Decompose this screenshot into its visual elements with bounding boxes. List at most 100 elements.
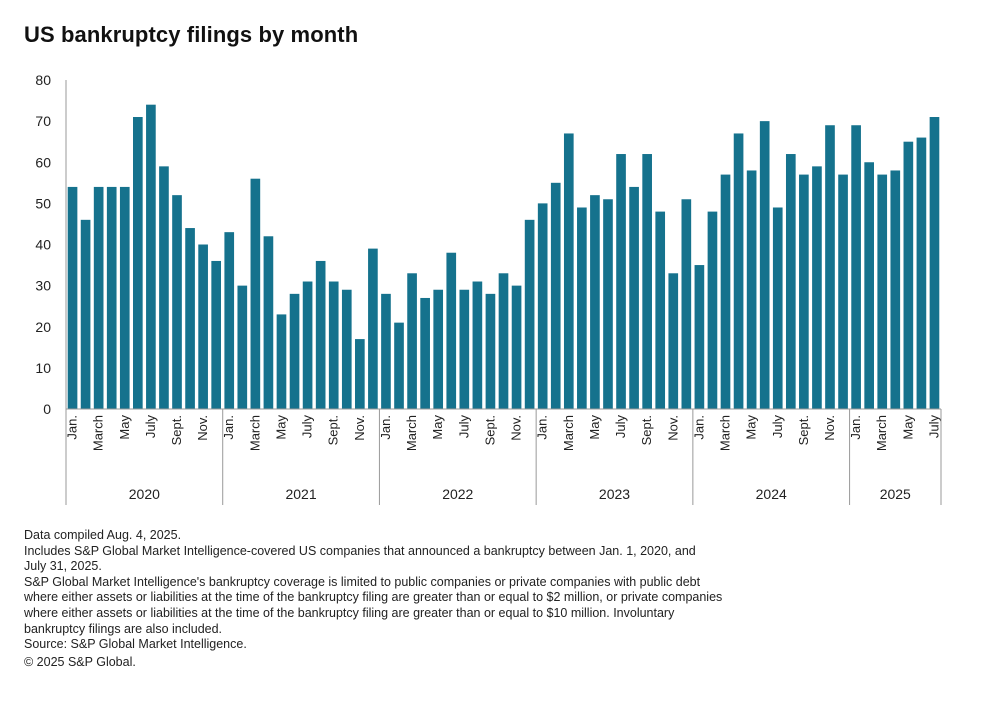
- note-coverage-line-1: S&P Global Market Intelligence's bankrup…: [24, 574, 701, 589]
- month-label: Jan.: [378, 415, 393, 440]
- month-label: July: [926, 415, 941, 439]
- bar-2021-3: [250, 178, 261, 409]
- month-label: Sept.: [482, 415, 497, 445]
- bar-2020-9: [172, 195, 182, 409]
- year-label-2023: 2023: [599, 486, 630, 502]
- bar-2021-5: [276, 314, 287, 409]
- bar-2020-7: [146, 104, 156, 410]
- note-source: Source: S&P Global Market Intelligence.: [24, 637, 247, 652]
- bar-2020-8: [159, 166, 169, 409]
- bar-2020-12: [211, 260, 222, 409]
- bar-2024-11: [825, 125, 835, 410]
- month-label: May: [430, 415, 445, 440]
- bar-2024-12: [838, 174, 848, 409]
- month-label: March: [718, 415, 733, 451]
- year-label-2024: 2024: [756, 486, 787, 502]
- bar-2020-11: [198, 244, 208, 409]
- month-label: May: [900, 415, 915, 440]
- bar-2024-6: [759, 121, 770, 410]
- y-tick-label: 60: [35, 154, 51, 170]
- bar-2024-2: [707, 211, 718, 409]
- bar-2023-12: [681, 199, 692, 409]
- bar-2020-4: [106, 186, 117, 409]
- y-tick-label: 80: [35, 72, 51, 88]
- bar-2022-1: [381, 293, 391, 409]
- month-label: July: [300, 415, 315, 439]
- bar-2023-7: [616, 154, 626, 409]
- month-label: March: [247, 415, 262, 451]
- bar-2021-8: [315, 260, 326, 409]
- bar-2022-4: [420, 297, 430, 409]
- note-includes-line-2: July 31, 2025.: [24, 559, 102, 574]
- bar-2022-3: [407, 273, 417, 409]
- bar-2022-5: [433, 289, 444, 409]
- month-label: July: [770, 415, 785, 439]
- month-label: Sept.: [326, 415, 341, 445]
- bar-2025-7: [929, 117, 940, 409]
- bar-2025-2: [864, 162, 874, 409]
- footnotes: Data compiled Aug. 4, 2025. Includes S&P…: [24, 528, 964, 670]
- bar-2021-4: [263, 236, 274, 409]
- year-label-2021: 2021: [285, 486, 316, 502]
- bar-2023-8: [629, 186, 639, 409]
- year-label-2020: 2020: [129, 486, 160, 502]
- bar-2024-5: [746, 170, 757, 409]
- y-tick-label: 50: [35, 195, 51, 211]
- month-label: Sept.: [639, 415, 654, 445]
- month-label: Sept.: [796, 415, 811, 445]
- month-label: Nov.: [665, 415, 680, 441]
- bar-2022-6: [446, 252, 457, 409]
- month-label: March: [91, 415, 106, 451]
- note-copyright: © 2025 S&P Global.: [24, 654, 136, 669]
- month-label: Sept.: [169, 415, 184, 445]
- month-label: March: [404, 415, 419, 451]
- bar-2023-3: [563, 133, 574, 409]
- bar-2021-1: [224, 232, 235, 409]
- bar-2021-2: [237, 285, 248, 410]
- month-label: March: [874, 415, 889, 451]
- bar-2020-3: [93, 186, 104, 409]
- month-label: Jan.: [848, 415, 863, 440]
- bar-2023-1: [537, 203, 548, 410]
- month-label: Jan.: [65, 415, 80, 440]
- month-label: March: [561, 415, 576, 451]
- bar-2025-3: [877, 174, 888, 409]
- bar-2022-8: [472, 281, 483, 409]
- bar-2025-4: [890, 170, 901, 409]
- bar-2024-10: [812, 166, 822, 409]
- month-label: July: [613, 415, 628, 439]
- month-label: July: [456, 415, 471, 439]
- bar-2023-2: [550, 182, 561, 409]
- bar-2020-5: [119, 186, 130, 409]
- y-tick-label: 40: [35, 237, 51, 253]
- note-includes-line-1: Includes S&P Global Market Intelligence-…: [24, 543, 696, 558]
- note-coverage-line-4: bankruptcy filings are also included.: [24, 621, 223, 636]
- bar-2024-3: [720, 174, 731, 409]
- chart-title: US bankruptcy filings by month: [24, 22, 359, 47]
- bar-2022-2: [394, 322, 404, 409]
- bar-2024-4: [733, 133, 744, 409]
- bar-chart: 0 10 20 30 40 50 60 70 80 Jan. March May July Sept. No…: [35, 72, 942, 505]
- month-label: Jan.: [535, 415, 550, 440]
- y-tick-label: 70: [35, 113, 51, 129]
- bar-2023-10: [655, 211, 666, 409]
- bar-2023-5: [590, 195, 600, 409]
- note-coverage-line-3: where either assets or liabilities at th…: [24, 605, 675, 620]
- bar-2023-9: [642, 154, 652, 409]
- bar-2022-11: [511, 285, 522, 410]
- bar-2021-10: [341, 289, 352, 409]
- bar-2022-9: [485, 293, 496, 409]
- bar-2022-7: [459, 289, 470, 409]
- bar-2020-6: [133, 117, 143, 409]
- month-label: Nov.: [195, 415, 210, 441]
- note-compiled: Data compiled Aug. 4, 2025.: [24, 528, 182, 542]
- bar-2025-6: [916, 137, 927, 409]
- bar-2020-1: [67, 186, 78, 409]
- bar-2022-10: [498, 273, 509, 409]
- note-coverage-line-2: where either assets or liabilities at th…: [24, 590, 723, 605]
- year-label-2022: 2022: [442, 486, 473, 502]
- y-tick-label: 0: [43, 401, 51, 417]
- bar-2021-11: [355, 339, 365, 409]
- month-label: May: [587, 415, 602, 440]
- bar-2023-11: [668, 273, 679, 409]
